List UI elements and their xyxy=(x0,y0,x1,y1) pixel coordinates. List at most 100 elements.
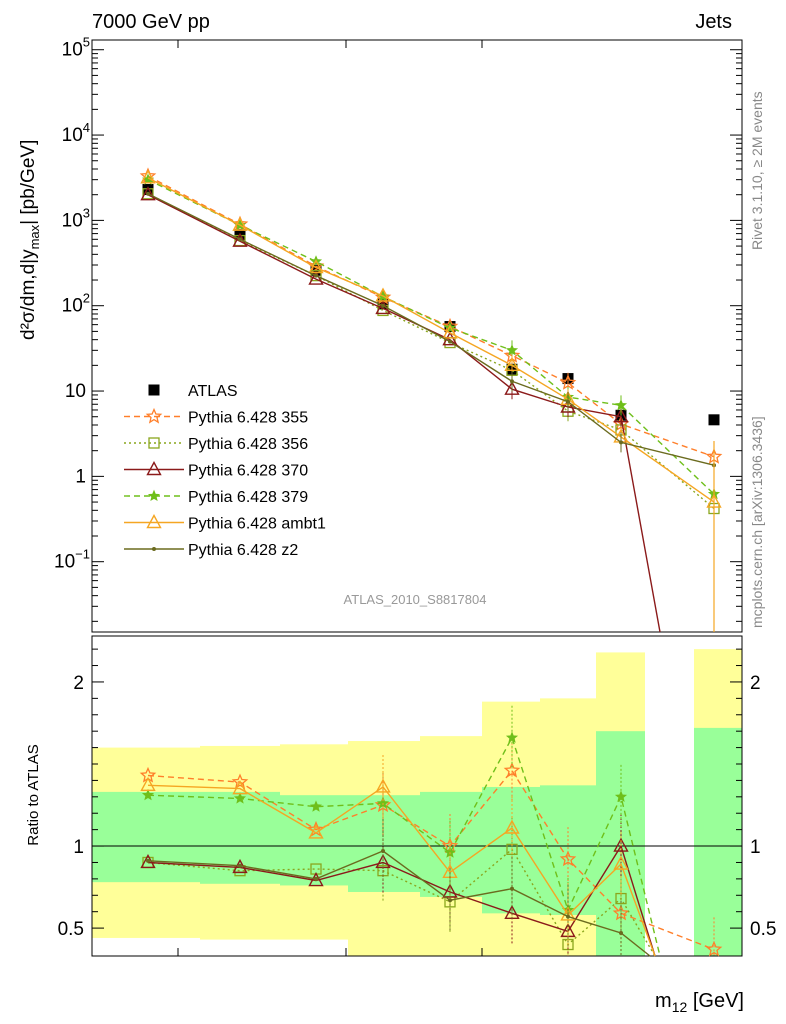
ratio-point-z2 xyxy=(314,876,318,881)
header-right: Jets xyxy=(695,11,732,33)
main-panel: 10−1 1 10 102 103 104 105 xyxy=(54,35,743,633)
y-label-sub: max xyxy=(27,224,42,249)
ratio-y-tick-label: 0.5 xyxy=(58,919,84,940)
ratio-y-tick-label-right: 1 xyxy=(750,837,761,858)
legend-label-ambt1: Pythia 6.428 ambt1 xyxy=(188,516,326,533)
ratio-y-tick-label-right: 2 xyxy=(750,673,761,694)
ratio-point-p370 xyxy=(613,837,629,852)
data-point-p370 xyxy=(613,408,629,423)
legend: ATLAS Pythia 6.428 355 Pythia 6.428 356 Pyt… xyxy=(124,383,326,559)
y-tick-label: 104 xyxy=(62,120,90,146)
data-point-p379 xyxy=(505,343,519,356)
series-line-p379 xyxy=(147,179,715,495)
data-point-p370 xyxy=(442,331,458,346)
side-label-source: mcplots.cern.ch [arXiv:1306.3436] xyxy=(749,416,765,628)
ratio-band-green xyxy=(92,791,200,883)
legend-marker-p356 xyxy=(148,437,160,449)
y-tick-label: 102 xyxy=(62,291,90,317)
ratio-point-z2 xyxy=(238,863,242,868)
ratio-band-green xyxy=(482,786,540,914)
legend-marker-p370 xyxy=(146,461,162,476)
data-point-p370 xyxy=(560,398,576,413)
ratio-point-z2 xyxy=(448,898,452,903)
ratio-point-p355 xyxy=(503,761,521,778)
ratio-point-p379 xyxy=(376,797,390,809)
ratio-point-p379 xyxy=(309,800,323,812)
ratio-point-z2 xyxy=(619,931,623,936)
ratio-band-green xyxy=(694,727,742,956)
series-line-p355 xyxy=(147,175,715,458)
data-point-z2 xyxy=(448,339,452,344)
ratio-point-z2 xyxy=(566,914,570,919)
ratio-point-z2 xyxy=(381,848,385,853)
data-point-z2 xyxy=(381,303,385,308)
header-left: 7000 GeV pp xyxy=(92,11,210,33)
data-point-z2 xyxy=(314,273,318,278)
legend-label-p356: Pythia 6.428 356 xyxy=(188,436,308,453)
data-point-p379 xyxy=(443,321,457,333)
ratio-point-p379 xyxy=(141,788,155,801)
x-label-unit: [GeV] xyxy=(687,990,744,1012)
ratio-point-p355 xyxy=(559,850,577,867)
y-tick-label: 10 xyxy=(65,381,86,402)
ratio-point-ambt1 xyxy=(375,778,391,793)
ratio-point-ambt1 xyxy=(232,780,248,795)
ratio-frame xyxy=(91,635,743,957)
data-point-p370 xyxy=(504,380,520,395)
data-point-ATLAS xyxy=(708,414,720,426)
legend-label-p355: Pythia 6.428 355 xyxy=(188,410,308,427)
analysis-label: ATLAS_2010_S8817804 xyxy=(344,592,487,607)
x-label-sub: 12 xyxy=(672,999,688,1015)
ratio-point-ambt1 xyxy=(308,824,324,839)
ratio-line-p379 xyxy=(147,735,661,957)
data-point-z2 xyxy=(510,379,514,384)
data-point-z2 xyxy=(566,399,570,404)
data-point-ambt1 xyxy=(442,324,458,339)
ratio-point-z2 xyxy=(510,886,514,891)
y-label-part2: | [pb/GeV] xyxy=(18,140,39,225)
legend-marker-ATLAS xyxy=(148,384,160,396)
legend-label-p379: Pythia 6.428 379 xyxy=(188,489,308,506)
ratio-point-ambt1 xyxy=(140,776,156,792)
ratio-y-tick-label: 1 xyxy=(73,837,84,858)
data-point-z2 xyxy=(238,237,242,242)
side-label-version: Rivet 3.1.10, ≥ 2M events xyxy=(749,91,765,250)
ratio-band-green xyxy=(348,795,420,892)
legend-label-p370: Pythia 6.428 370 xyxy=(188,463,308,480)
y-tick-label: 105 xyxy=(62,35,90,61)
ratio-point-p370 xyxy=(308,872,324,887)
ratio-point-ambt1 xyxy=(613,855,629,870)
data-point-ambt1 xyxy=(308,259,324,274)
y-tick-label: 103 xyxy=(62,205,90,231)
x-axis-label: m12 [GeV] xyxy=(655,990,744,1015)
main-frame xyxy=(91,39,743,633)
ratio-y-tick-label: 2 xyxy=(73,673,84,694)
legend-marker-p379 xyxy=(147,489,161,502)
legend-marker-ambt1 xyxy=(146,514,162,529)
ratio-point-p379 xyxy=(505,731,519,743)
ratio-point-p379 xyxy=(233,792,247,804)
data-point-p379 xyxy=(614,398,628,411)
ratio-point-p379 xyxy=(443,846,457,858)
ratio-y-tick-label-right: 0.5 xyxy=(750,919,776,940)
x-label-m: m xyxy=(655,990,672,1012)
data-point-p370 xyxy=(308,270,324,285)
y-tick-label: 10−1 xyxy=(54,547,90,573)
data-point-z2 xyxy=(146,191,150,196)
ratio-point-p355 xyxy=(705,940,723,957)
legend-marker-p355 xyxy=(145,407,163,424)
series-line-ambt1 xyxy=(147,177,715,503)
legend-label-z2: Pythia 6.428 z2 xyxy=(188,542,298,559)
y-axis-label-main: d²σ/dm,d|ymax| [pb/GeV] xyxy=(18,140,42,340)
ratio-point-p355 xyxy=(231,773,249,790)
data-point-z2 xyxy=(619,440,623,445)
data-point-p355 xyxy=(559,374,577,390)
ratio-panel: 0.5 0.5 1 1 2 2 xyxy=(58,635,776,957)
ratio-point-p379 xyxy=(614,790,628,802)
data-point-ATLAS xyxy=(142,184,154,196)
ratio-point-z2 xyxy=(146,858,150,863)
legend-marker-z2 xyxy=(152,547,156,551)
y-tick-label: 1 xyxy=(75,466,86,487)
legend-label-ATLAS: ATLAS xyxy=(188,383,238,400)
